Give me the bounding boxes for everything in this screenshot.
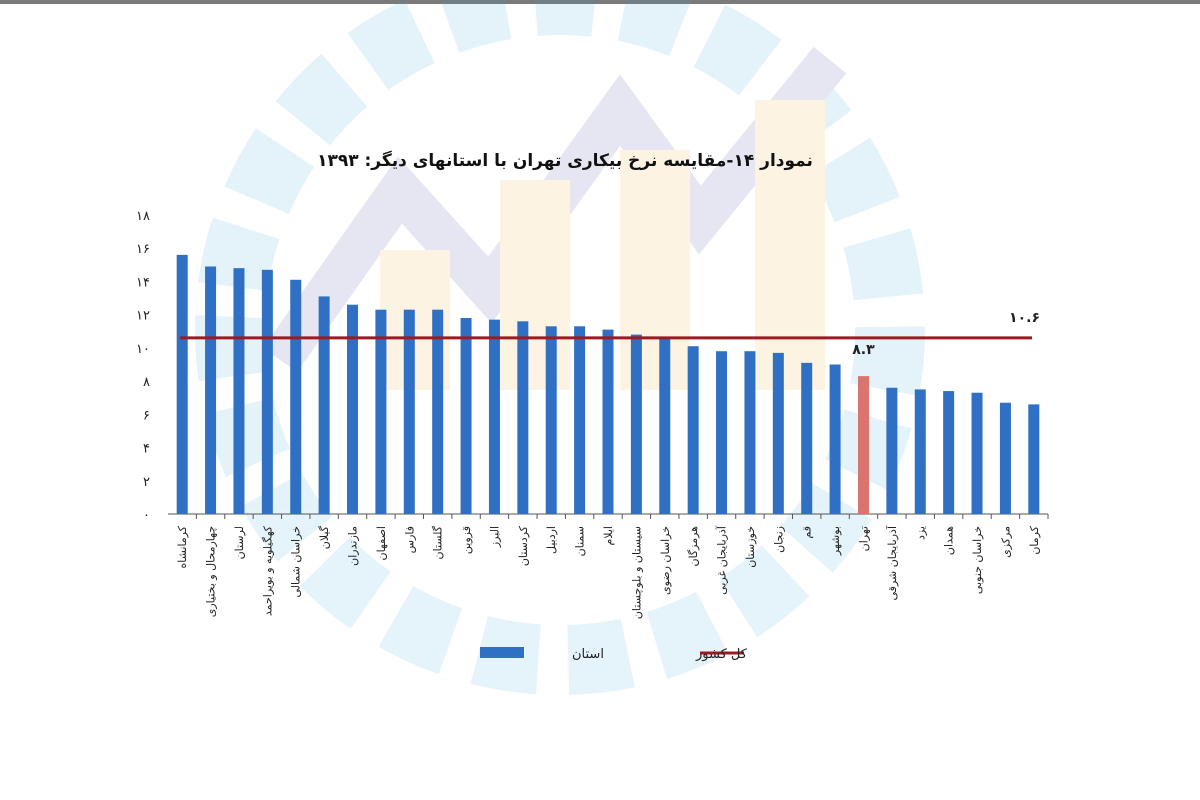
bar <box>829 364 841 514</box>
bar <box>176 254 188 514</box>
category-label: خراسان شمالی <box>290 526 303 598</box>
bar <box>432 309 444 514</box>
category-label: آذربایجان شرقی <box>885 525 899 600</box>
y-tick-label: ۱۸ <box>136 209 150 224</box>
y-tick-label: ۲ <box>143 475 150 490</box>
category-label: همدان <box>943 526 956 555</box>
y-tick-label: ۴ <box>143 442 150 457</box>
category-label: کرمانشاه <box>176 525 189 568</box>
category-label: تهران <box>857 526 870 551</box>
bar <box>801 362 813 514</box>
category-label: هرمزگان <box>687 526 700 567</box>
y-tick-label: ۰ <box>143 508 150 523</box>
bar <box>290 279 302 514</box>
category-label: آذربایجان غربی <box>715 525 729 595</box>
bar <box>460 317 472 514</box>
category-label: اصفهان <box>375 526 388 560</box>
bar <box>403 309 415 514</box>
bar <box>744 351 756 514</box>
category-label: ایلام <box>602 526 615 546</box>
category-label: مازندران <box>347 526 360 566</box>
bar <box>205 266 217 514</box>
bar <box>716 351 728 514</box>
category-label: سیستان و بلوچستان <box>630 526 643 619</box>
bar <box>261 269 273 514</box>
legend-label-province: استان <box>572 647 604 662</box>
watermark-logo <box>195 0 925 695</box>
bar <box>347 304 359 514</box>
category-label: زنجان <box>772 526 785 553</box>
category-label: خراسان جنوبی <box>971 526 984 594</box>
bar <box>971 392 983 514</box>
bar <box>687 346 699 514</box>
bar <box>517 321 529 514</box>
category-label: اردبیل <box>545 526 558 554</box>
y-tick-label: ۱۲ <box>136 309 150 324</box>
bar <box>375 309 387 514</box>
category-label: قزوین <box>460 526 473 554</box>
y-tick-label: ۸ <box>143 375 150 390</box>
annotations: ۱۰.۶ ۸.۳ <box>852 310 1040 358</box>
category-label: قم <box>801 526 814 539</box>
bar <box>999 402 1011 514</box>
category-label: سمنان <box>574 526 587 556</box>
category-label: کردستان <box>517 525 530 566</box>
bar <box>545 326 557 514</box>
bar <box>659 337 671 514</box>
legend: کل کشور استان <box>480 647 748 662</box>
category-label: یزد <box>914 526 927 540</box>
top-rule <box>0 0 1200 4</box>
category-label: خوزستان <box>744 526 757 568</box>
category-label: لرستان <box>233 526 246 559</box>
category-label: فارس <box>403 526 416 553</box>
reference-value-label: ۱۰.۶ <box>1009 310 1040 326</box>
category-label: البرز <box>488 526 501 548</box>
bar <box>943 391 955 514</box>
bar <box>1028 404 1040 514</box>
category-label: مرکزی <box>999 526 1012 558</box>
legend-label-national: کل کشور <box>695 647 748 662</box>
bar <box>233 268 245 514</box>
y-tick-label: ۱۶ <box>136 242 150 257</box>
bar-series <box>176 254 1049 519</box>
highlight-value-label: ۸.۳ <box>852 342 875 358</box>
bar <box>630 334 642 514</box>
category-label: کرمان <box>1028 525 1041 554</box>
bar <box>318 296 330 514</box>
bar <box>914 389 926 514</box>
bar <box>602 329 614 514</box>
y-tick-label: ۱۰ <box>136 342 150 357</box>
category-label: چهارمحال و بختیاری <box>205 526 218 617</box>
y-tick-label: ۱۴ <box>136 275 150 290</box>
highlight-bar <box>857 376 869 514</box>
legend-bar-swatch <box>480 647 524 658</box>
category-labels: کرمانشاه چهارمحال و بختیاری لرستان کهگیلویه… <box>176 525 1041 619</box>
chart-title: نمودار ۱۴-مقایسه نرخ بیکاری تهران با است… <box>317 150 813 171</box>
category-label: گلستان <box>432 525 445 559</box>
category-label: کهگیلویه و بویراحمد <box>261 525 274 616</box>
category-label: بوشهر <box>829 526 842 556</box>
bar <box>886 387 898 514</box>
bar <box>488 319 500 514</box>
bar <box>772 352 784 514</box>
category-label: خراسان رضوی <box>659 526 672 595</box>
y-tick-label: ۶ <box>143 408 150 423</box>
category-label: گیلان <box>318 525 331 549</box>
bar <box>574 326 586 514</box>
